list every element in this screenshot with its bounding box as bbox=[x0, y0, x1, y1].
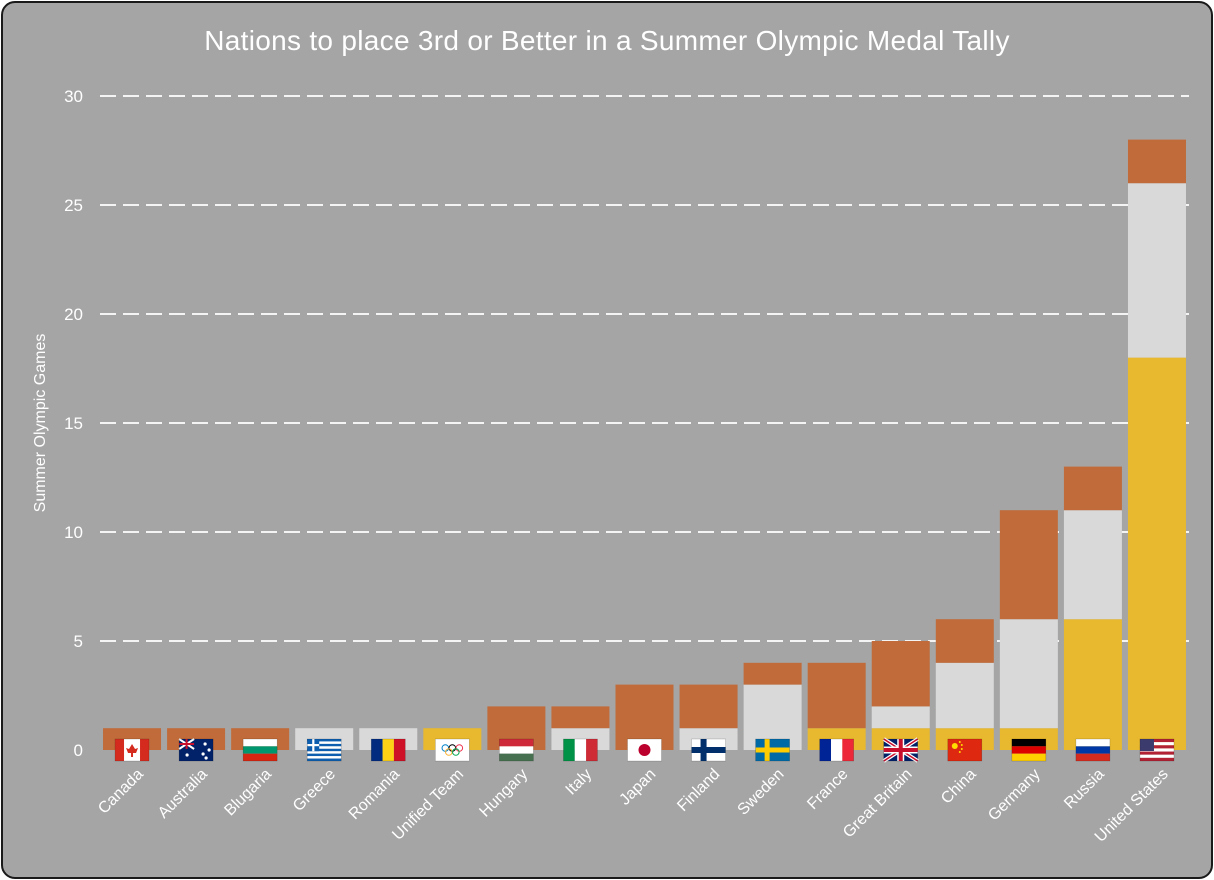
greece-flag-icon bbox=[306, 738, 342, 762]
bar-segment bbox=[1127, 183, 1186, 358]
bar-segment bbox=[871, 706, 930, 729]
bar-segment bbox=[935, 619, 994, 663]
bar-segment bbox=[743, 662, 802, 685]
canada-flag-icon bbox=[114, 738, 150, 762]
bar-segment bbox=[807, 662, 866, 729]
china-flag-icon bbox=[947, 738, 983, 762]
bar-segment bbox=[679, 684, 738, 729]
bar-segment bbox=[1127, 357, 1186, 750]
chart-svg: 0 5 10 15 20 25 30 Summer Olympic Games Canada Au… bbox=[32, 87, 1189, 846]
category-label: Japan bbox=[616, 766, 659, 809]
france-flag-icon bbox=[819, 738, 854, 762]
australia-flag-icon bbox=[178, 738, 214, 762]
category-label: Blugaria bbox=[221, 766, 275, 820]
y-tick-label: 5 bbox=[74, 632, 83, 651]
bar-segment bbox=[999, 510, 1058, 620]
italy-flag-icon bbox=[563, 738, 598, 762]
germany-flag-icon bbox=[1011, 738, 1047, 762]
category-label: Australia bbox=[155, 766, 211, 822]
sweden-flag-icon bbox=[755, 738, 790, 762]
olympic-flag-icon bbox=[435, 738, 470, 762]
category-label: Sweden bbox=[735, 766, 788, 819]
category-label: Italy bbox=[562, 766, 595, 799]
category-label: Germany bbox=[985, 766, 1044, 825]
y-tick-label: 30 bbox=[64, 87, 83, 106]
uk-flag-icon bbox=[882, 737, 919, 763]
bar-segment bbox=[871, 641, 930, 707]
bar-segment bbox=[1063, 619, 1122, 750]
y-axis-label: Summer Olympic Games bbox=[32, 334, 49, 513]
bar-segment bbox=[1063, 510, 1122, 620]
category-label: Hungary bbox=[476, 766, 531, 821]
y-tick-label: 25 bbox=[64, 196, 83, 215]
y-tick-label: 20 bbox=[64, 305, 83, 324]
hungary-flag-icon bbox=[499, 738, 534, 762]
bar-segment bbox=[551, 706, 610, 729]
y-tick-label: 0 bbox=[74, 741, 83, 760]
category-label: Greece bbox=[290, 766, 339, 815]
bulgaria-flag-icon bbox=[242, 738, 278, 762]
category-label: Canada bbox=[95, 766, 147, 818]
finland-flag-icon bbox=[691, 738, 726, 762]
y-tick-label: 10 bbox=[64, 523, 83, 542]
category-label: Finland bbox=[674, 766, 723, 815]
bar-segment bbox=[1127, 139, 1186, 184]
category-label: Romania bbox=[346, 766, 403, 823]
bar-segment bbox=[1063, 466, 1122, 511]
category-label: Russia bbox=[1061, 766, 1108, 813]
category-label: China bbox=[938, 766, 980, 808]
russia-flag-icon bbox=[1075, 738, 1111, 762]
category-label: France bbox=[804, 766, 851, 813]
chart-title: Nations to place 3rd or Better in a Summ… bbox=[204, 25, 1010, 56]
bar-segment bbox=[999, 619, 1058, 729]
romania-flag-icon bbox=[370, 738, 406, 762]
category-label: Great Britain bbox=[840, 766, 916, 842]
y-tick-label: 15 bbox=[64, 414, 83, 433]
japan-flag-icon bbox=[627, 738, 662, 762]
bar-segment bbox=[935, 662, 994, 729]
usa-flag-icon bbox=[1139, 738, 1175, 762]
